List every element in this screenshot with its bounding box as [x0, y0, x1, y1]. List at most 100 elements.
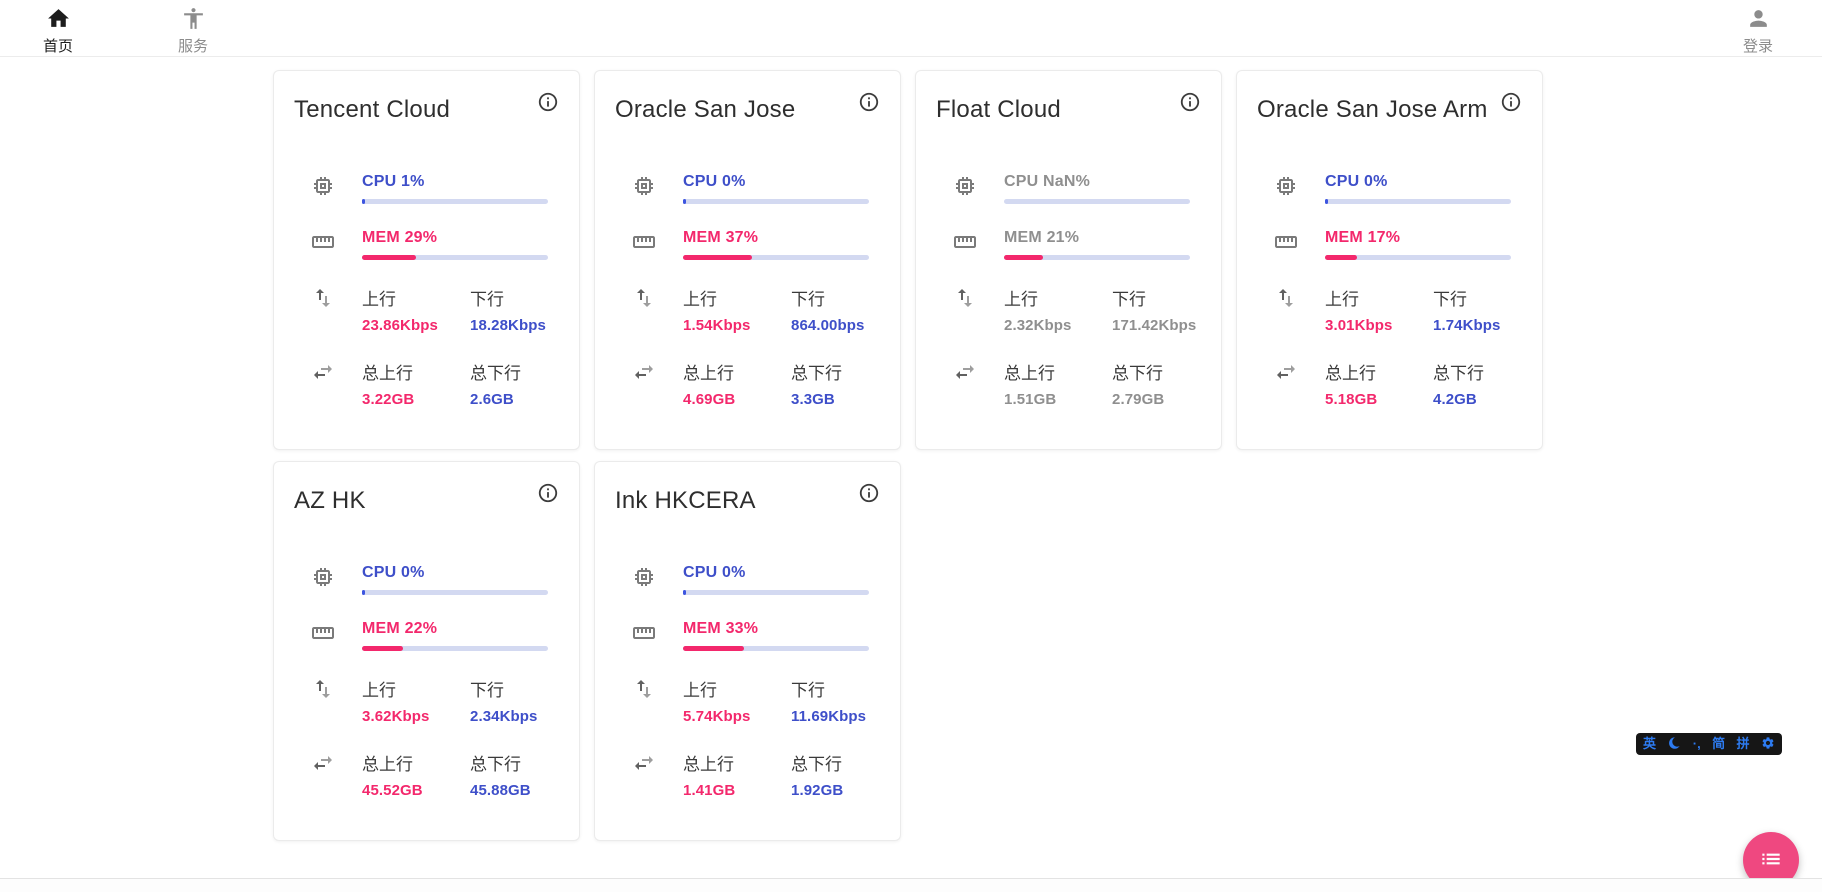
cpu-chip-icon	[311, 565, 335, 594]
network-speed-stats: 上行 23.86Kbps 下行 18.28Kbps	[362, 285, 559, 334]
nav-item-login[interactable]: 登录	[1734, 0, 1782, 56]
cpu-chip-icon	[632, 174, 656, 203]
top-navbar: 首页 服务 登录	[0, 0, 1822, 57]
swap-arrows-icon	[311, 360, 335, 389]
card-header: Oracle San Jose	[615, 91, 880, 127]
ime-language-toggle[interactable]: 英	[1643, 736, 1657, 751]
total-traffic-stats: 总上行 45.52GB 总下行 45.88GB	[362, 750, 559, 799]
mem-progress-track	[1325, 255, 1511, 260]
total-upload-label: 总上行	[1325, 364, 1376, 383]
metric-rows: CPU 0% MEM 17%	[1257, 173, 1522, 408]
download-label: 下行	[1112, 290, 1146, 309]
download-stat: 下行 18.28Kbps	[470, 285, 559, 334]
home-icon	[46, 6, 71, 34]
download-label: 下行	[470, 290, 504, 309]
upload-stat: 上行 2.32Kbps	[1004, 285, 1112, 334]
network-speed-stats: 上行 1.54Kbps 下行 864.00bps	[683, 285, 880, 334]
info-icon[interactable]	[858, 91, 880, 116]
mem-row: MEM 21%	[936, 229, 1201, 260]
up-down-arrows-icon	[632, 286, 656, 315]
cpu-row: CPU 0%	[615, 564, 880, 595]
total-traffic-row: 总上行 5.18GB 总下行 4.2GB	[1257, 359, 1522, 408]
download-value: 11.69Kbps	[791, 708, 867, 725]
server-name: AZ HK	[294, 487, 366, 514]
total-download-label: 总下行	[791, 364, 842, 383]
up-down-arrows-icon	[1274, 286, 1298, 315]
server-card: AZ HK CPU 0%	[273, 461, 580, 841]
cpu-body: CPU 0%	[362, 564, 559, 595]
ruler-icon	[953, 230, 977, 259]
cpu-progress-fill	[362, 590, 365, 595]
total-upload-value: 3.22GB	[362, 391, 415, 408]
total-upload-stat: 总上行 3.22GB	[362, 359, 470, 408]
info-icon[interactable]	[1179, 91, 1201, 116]
info-icon[interactable]	[858, 482, 880, 507]
server-name: Oracle San Jose Arm	[1257, 96, 1488, 123]
total-traffic-stats: 总上行 5.18GB 总下行 4.2GB	[1325, 359, 1522, 408]
metric-rows: CPU 0% MEM 33%	[615, 564, 880, 799]
total-download-stat: 总下行 3.3GB	[791, 359, 880, 408]
card-header: Ink HKCERA	[615, 482, 880, 518]
card-header: Tencent Cloud	[294, 91, 559, 127]
cpu-chip-icon	[311, 174, 335, 203]
total-download-stat: 总下行 2.6GB	[470, 359, 559, 408]
total-upload-stat: 总上行 1.41GB	[683, 750, 791, 799]
total-traffic-row: 总上行 45.52GB 总下行 45.88GB	[294, 750, 559, 799]
info-icon[interactable]	[537, 482, 559, 507]
mem-progress-track	[362, 646, 548, 651]
total-upload-label: 总上行	[683, 364, 734, 383]
total-upload-label: 总上行	[362, 364, 413, 383]
cpu-label: CPU NaN%	[1004, 173, 1091, 190]
upload-label: 上行	[683, 290, 717, 309]
nav-left: 首页 服务	[0, 0, 217, 56]
ime-simplified-toggle[interactable]: 简	[1712, 736, 1726, 751]
upload-label: 上行	[362, 681, 396, 700]
network-speed-row: 上行 5.74Kbps 下行 11.69Kbps	[615, 676, 880, 725]
cpu-row: CPU NaN%	[936, 173, 1201, 204]
cpu-label: CPU 0%	[362, 564, 425, 581]
upload-value: 2.32Kbps	[1004, 317, 1072, 334]
ruler-icon	[632, 230, 656, 259]
ime-pinyin-toggle[interactable]: 拼	[1736, 736, 1750, 751]
nav-item-services[interactable]: 服务	[169, 0, 217, 56]
mem-row: MEM 37%	[615, 229, 880, 260]
card-header: Float Cloud	[936, 91, 1201, 127]
total-download-value: 2.79GB	[1112, 391, 1165, 408]
mem-label: MEM 22%	[362, 620, 438, 637]
total-traffic-stats: 总上行 1.51GB 总下行 2.79GB	[1004, 359, 1201, 408]
nav-item-home[interactable]: 首页	[34, 0, 82, 56]
mem-progress-track	[1004, 255, 1190, 260]
server-name: Oracle San Jose	[615, 96, 796, 123]
cpu-body: CPU NaN%	[1004, 173, 1201, 204]
ime-toolbar[interactable]: 英 ·, 简 拼	[1636, 733, 1782, 755]
mem-progress-fill	[1004, 255, 1044, 260]
total-download-label: 总下行	[791, 755, 842, 774]
total-traffic-row: 总上行 4.69GB 总下行 3.3GB	[615, 359, 880, 408]
total-traffic-row: 总上行 1.51GB 总下行 2.79GB	[936, 359, 1201, 408]
cpu-progress-fill	[362, 199, 365, 204]
gear-icon[interactable]	[1761, 733, 1775, 755]
mem-label: MEM 37%	[683, 229, 759, 246]
upload-stat: 上行 3.62Kbps	[362, 676, 470, 725]
card-header: AZ HK	[294, 482, 559, 518]
network-speed-stats: 上行 5.74Kbps 下行 11.69Kbps	[683, 676, 880, 725]
total-upload-value: 4.69GB	[683, 391, 736, 408]
network-speed-stats: 上行 3.01Kbps 下行 1.74Kbps	[1325, 285, 1522, 334]
server-name: Tencent Cloud	[294, 96, 451, 123]
cpu-progress-track	[683, 590, 869, 595]
cpu-row: CPU 1%	[294, 173, 559, 204]
download-value: 171.42Kbps	[1112, 317, 1197, 334]
upload-label: 上行	[362, 290, 396, 309]
punctuation-icon[interactable]: ·,	[1692, 736, 1701, 751]
info-icon[interactable]	[1500, 91, 1522, 116]
up-down-arrows-icon	[632, 677, 656, 706]
mem-body: MEM 22%	[362, 620, 559, 651]
total-traffic-row: 总上行 3.22GB 总下行 2.6GB	[294, 359, 559, 408]
cpu-row: CPU 0%	[1257, 173, 1522, 204]
total-download-label: 总下行	[1112, 364, 1163, 383]
download-stat: 下行 1.74Kbps	[1433, 285, 1522, 334]
total-upload-label: 总上行	[683, 755, 734, 774]
moon-icon[interactable]	[1667, 733, 1681, 755]
info-icon[interactable]	[537, 91, 559, 116]
ruler-icon	[632, 621, 656, 650]
